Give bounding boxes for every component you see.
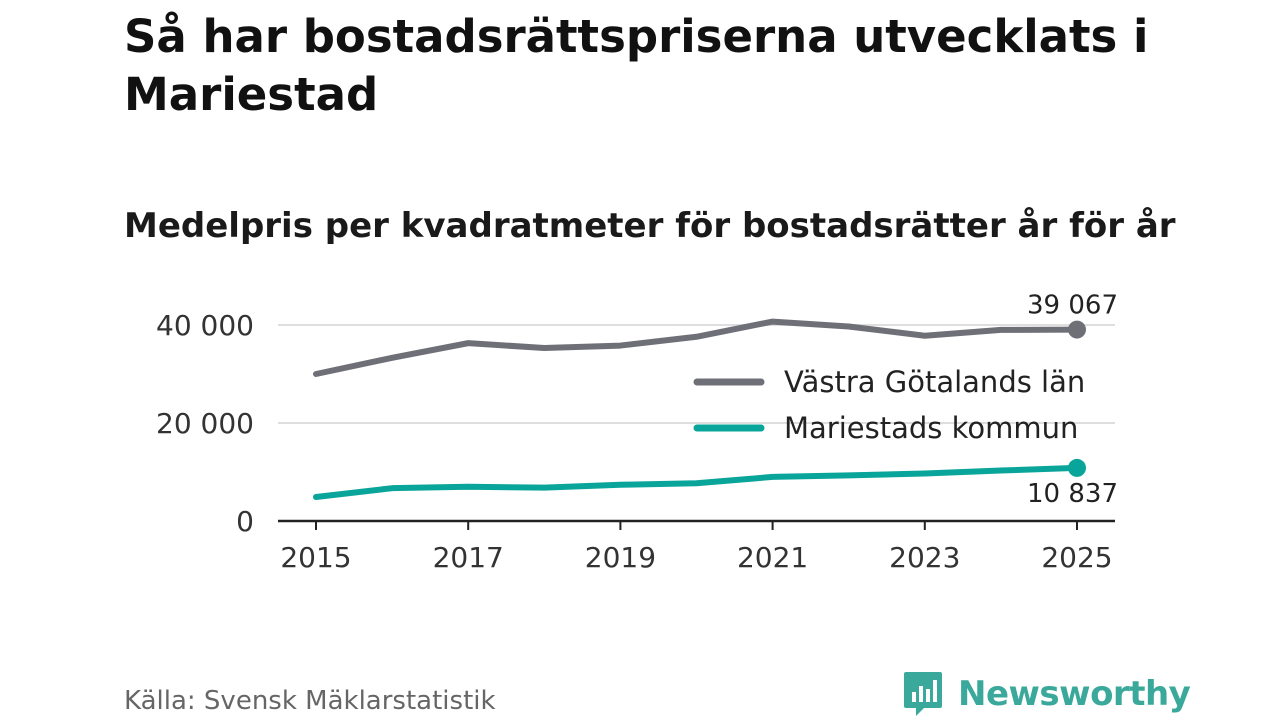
x-tick-label: 2015 xyxy=(280,541,351,574)
legend-label: Västra Götalands län xyxy=(784,365,1085,399)
series-end-point xyxy=(1068,320,1086,339)
y-tick-label: 40 000 xyxy=(156,309,254,342)
x-tick-label: 2025 xyxy=(1041,541,1112,574)
series-line xyxy=(313,318,1080,377)
x-tick-label: 2023 xyxy=(889,541,960,574)
y-tick-label: 20 000 xyxy=(156,407,254,440)
y-tick-label: 0 xyxy=(236,505,254,538)
brand-name: Newsworthy xyxy=(958,674,1191,714)
newsworthy-icon xyxy=(904,672,942,716)
series-line xyxy=(313,464,1080,500)
data-label: 10 837 xyxy=(1027,479,1118,509)
source-note: Källa: Svensk Mäklarstatistik xyxy=(124,686,496,716)
data-label: 39 067 xyxy=(1027,291,1118,321)
series-end-point xyxy=(1068,458,1086,477)
newsworthy-logo: Newsworthy xyxy=(902,670,1191,718)
x-tick-label: 2021 xyxy=(737,541,808,574)
chart-subtitle: Medelpris per kvadratmeter för bostadsrä… xyxy=(124,206,1176,246)
legend-label: Mariestads kommun xyxy=(784,411,1078,445)
x-tick-label: 2017 xyxy=(433,541,504,574)
x-tick-label: 2019 xyxy=(585,541,656,574)
chart-title: Så har bostadsrättspriserna utvecklats i… xyxy=(124,10,1149,121)
